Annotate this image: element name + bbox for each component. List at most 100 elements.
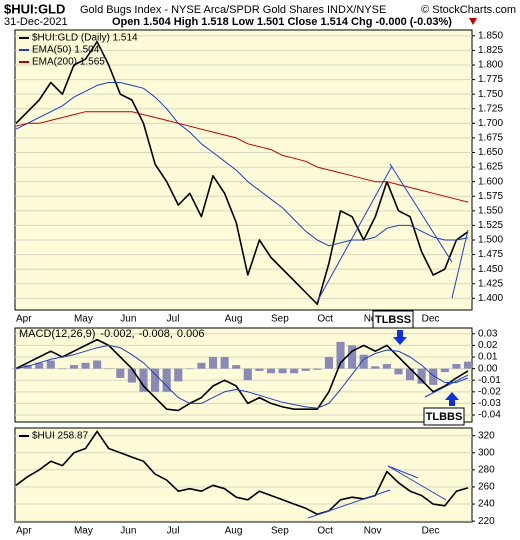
trend-line — [424, 374, 469, 398]
histogram-bar — [35, 362, 44, 369]
histogram-bar — [255, 368, 264, 371]
histogram-bar — [290, 368, 299, 374]
overlay: TLBSS TLBBS — [307, 163, 469, 519]
y-tick-label: 0.00 — [478, 363, 498, 374]
legend-entry: EMA(200) 1.565 — [32, 57, 105, 68]
y-tick-label: -0.03 — [478, 398, 501, 409]
histogram-bar — [266, 368, 276, 374]
y-tick-label: 1.625 — [478, 162, 503, 173]
histogram-bar — [417, 368, 426, 384]
histogram-bar — [93, 360, 102, 369]
histogram-bar — [324, 357, 333, 369]
trend-line — [451, 229, 469, 299]
histogram-bar — [371, 366, 380, 369]
panel — [14, 327, 473, 423]
y-tick-label: 1.850 — [478, 30, 503, 41]
y-tick-label: 1.400 — [478, 293, 503, 304]
x-tick-label: Aug — [225, 526, 243, 537]
y-tick-label: 1.775 — [478, 74, 503, 85]
x-tick-label: Dec — [422, 314, 440, 325]
x-tick-label: Jul — [167, 526, 180, 537]
y-tick-label: 300 — [478, 447, 495, 458]
panel — [14, 29, 473, 311]
trend-line — [307, 489, 391, 519]
histogram-bar — [139, 368, 148, 392]
legend-entry: EMA(50) 1.504 — [32, 45, 100, 56]
y-tick-label: 1.725 — [478, 103, 503, 114]
symbol: $HUI:GLD — [4, 1, 65, 16]
y-tick-label: 320 — [478, 430, 495, 441]
histogram-bar — [359, 354, 368, 369]
histogram-bar — [313, 368, 322, 370]
annotation: TLBBS — [426, 411, 463, 423]
histogram-bar — [104, 368, 113, 370]
legend-entry: -0.002, — [100, 328, 134, 340]
histogram-bar — [11, 368, 21, 370]
legend-entry: -0.008, — [139, 328, 173, 340]
trend-line — [389, 163, 453, 263]
histogram-bar — [405, 368, 415, 381]
panels: 1.400 1.425 1.450 1.475 1.500 1.525 1.550 1.575… — [11, 29, 503, 537]
histogram-bar — [162, 368, 171, 392]
histogram-bar — [197, 362, 206, 369]
histogram-bar — [174, 368, 183, 382]
histogram-bar — [452, 363, 461, 369]
histogram-bar — [394, 368, 403, 375]
series-line — [15, 338, 469, 412]
y-tick-label: -0.01 — [478, 375, 501, 386]
histogram-bar — [429, 368, 438, 385]
histogram-bar — [348, 345, 357, 369]
annotation-box — [423, 407, 465, 426]
x-tick-label: Oct — [317, 314, 333, 325]
y-tick-label: -0.02 — [478, 386, 501, 397]
quote: Open 1.504 High 1.518 Low 1.501 Close 1.… — [112, 16, 452, 28]
arrow — [445, 392, 459, 406]
y-tick-label: 1.550 — [478, 205, 503, 216]
series-line — [15, 344, 469, 409]
annotation-box — [372, 310, 414, 329]
histogram-bar — [440, 368, 449, 373]
series-line — [15, 82, 469, 247]
histogram-bar — [151, 368, 160, 392]
series-line — [15, 430, 469, 516]
y-tick-label: 1.600 — [478, 176, 503, 187]
legend-entry: 0.006 — [177, 328, 205, 340]
histogram-bar — [46, 360, 55, 369]
x-tick-label: Sep — [271, 526, 289, 537]
panel — [14, 427, 473, 523]
histogram-bar — [58, 368, 67, 370]
histogram-bar — [127, 368, 136, 383]
histogram-bar — [81, 362, 90, 369]
x-tick-label: Dec — [422, 526, 440, 537]
histogram-bar — [278, 368, 287, 374]
x-tick-label: Oct — [317, 526, 333, 537]
histogram-bar — [243, 368, 252, 381]
series-line — [15, 111, 469, 203]
legend-entry: $HUI:GLD (Daily) 1.514 — [32, 33, 138, 44]
histogram-bar — [382, 363, 391, 369]
y-tick-label: 1.525 — [478, 220, 503, 231]
date: 31-Dec-2021 — [4, 16, 68, 28]
x-tick-label: Jul — [167, 314, 180, 325]
y-tick-label: 1.500 — [478, 235, 503, 246]
histogram-bar — [301, 368, 310, 371]
x-tick-label: Apr — [16, 526, 32, 537]
histogram-bar — [208, 357, 218, 369]
x-tick-label: May — [74, 526, 93, 537]
legend-title: MACD(12,26,9) — [19, 328, 95, 340]
y-tick-label: 1.450 — [478, 264, 503, 275]
x-tick-label: Nov — [364, 526, 382, 537]
y-tick-label: 1.800 — [478, 60, 503, 71]
histogram-bar — [23, 365, 32, 369]
trend-line — [387, 465, 447, 501]
arrow — [393, 330, 407, 345]
y-tick-label: 1.825 — [478, 45, 503, 56]
down-indicator — [469, 18, 477, 25]
y-tick-label: 1.575 — [478, 191, 503, 202]
histogram-bar — [336, 341, 345, 369]
histogram-bar — [232, 365, 241, 369]
histogram-bar — [220, 357, 229, 369]
histogram-bar — [185, 368, 194, 370]
subtitle: Gold Bugs Index - NYSE Arca/SPDR Gold Sh… — [80, 4, 386, 16]
y-tick-label: 280 — [478, 465, 495, 476]
